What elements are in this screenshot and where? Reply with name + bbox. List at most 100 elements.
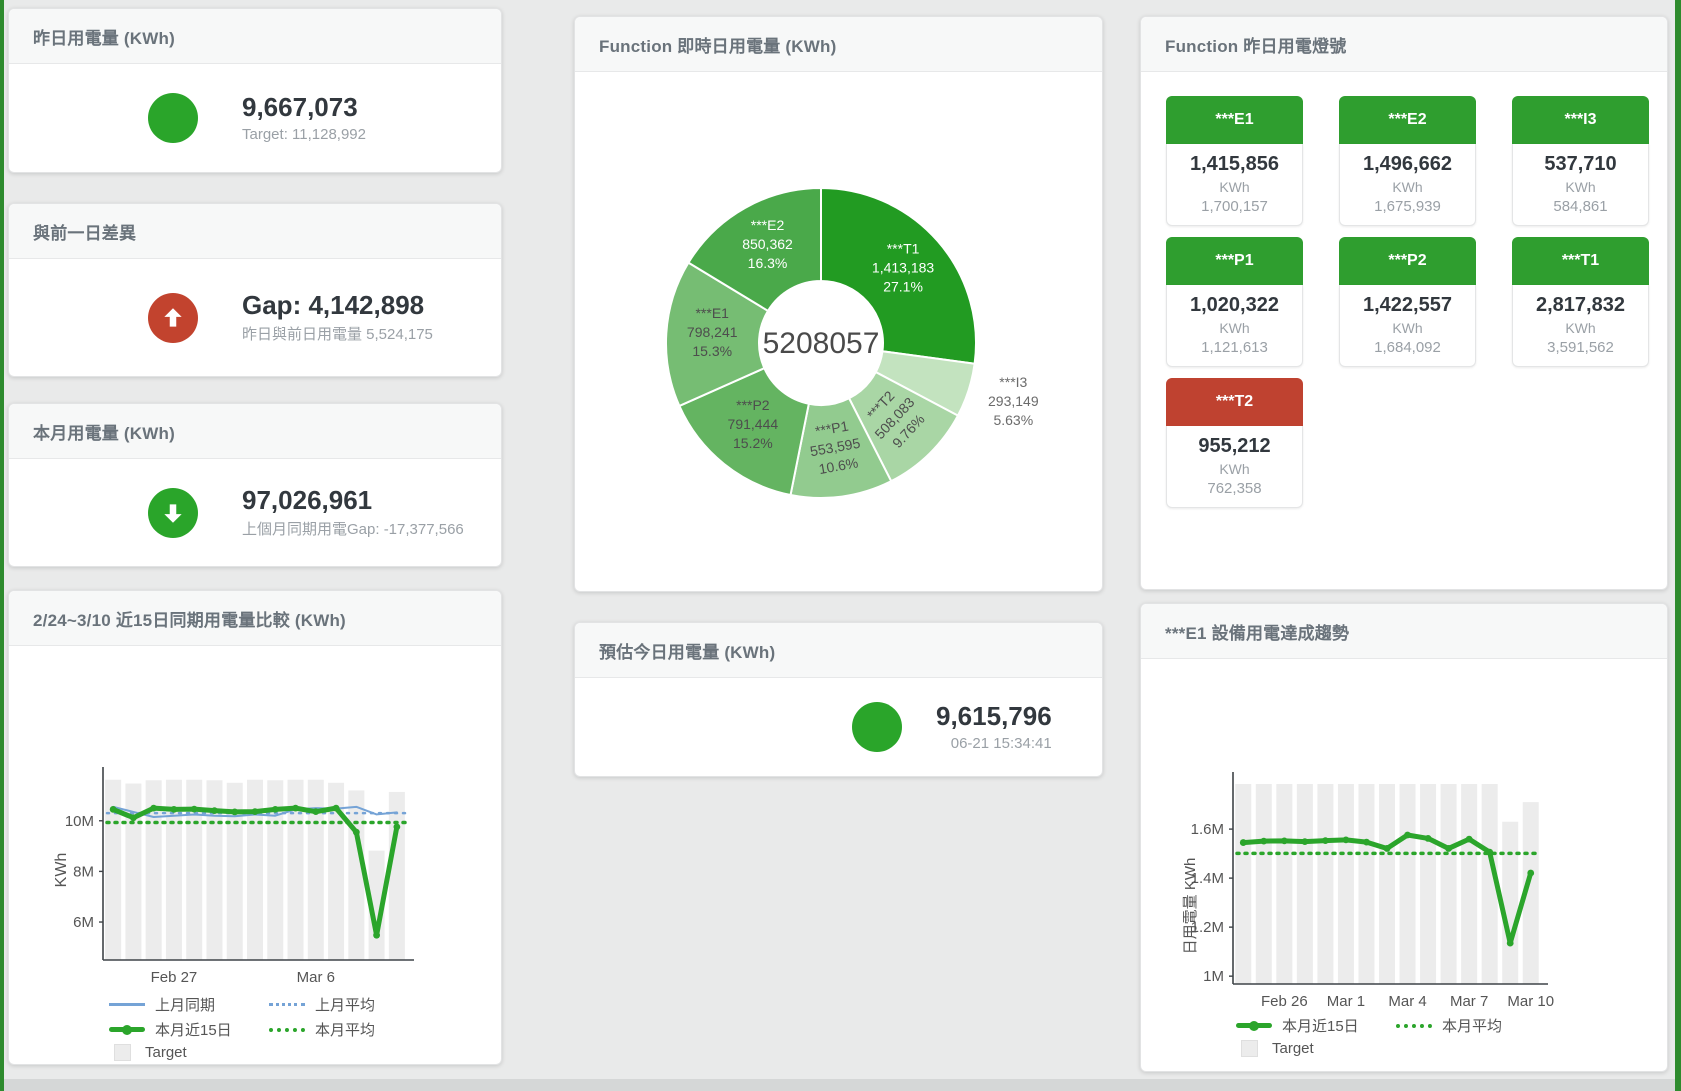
- legend-item[interactable]: 上月同期: [109, 994, 259, 1015]
- donut-slice-E1[interactable]: [665, 261, 770, 408]
- data-point-marker: [1363, 838, 1370, 846]
- target-bar: [1481, 784, 1498, 984]
- chart-legend: 本月近15日 本月平均 Target: [1236, 1015, 1546, 1057]
- target-bar: [125, 783, 142, 960]
- tile-status-header: ***P2: [1339, 237, 1476, 285]
- donut-slice-E2[interactable]: [687, 186, 822, 313]
- legend-item[interactable]: Target: [1236, 1040, 1386, 1057]
- target-square-swatch-icon: [114, 1044, 131, 1061]
- today-estimate-timestamp: 06-21 15:34:41: [950, 734, 1052, 752]
- tile-target-value: 3,591,562: [1547, 339, 1614, 356]
- x-tick-label: Mar 6: [297, 969, 335, 986]
- donut-center-total: 5208057: [763, 327, 880, 360]
- legend-item[interactable]: 本月平均: [1396, 1015, 1546, 1036]
- green-line-swatch-icon: [109, 1024, 145, 1035]
- card-yesterday-usage: 昨日用電量 (KWh) 9,667,073 Target: 11,128,992: [8, 8, 502, 173]
- comparison-line-bar-chart: 6M 8M 10M Feb 27 Mar 6 KWh: [53, 767, 414, 986]
- target-bar: [1440, 784, 1457, 984]
- legend-item[interactable]: 上月平均: [269, 994, 419, 1015]
- tile-target-value: 1,675,939: [1374, 198, 1441, 215]
- tile-unit: KWh: [1392, 179, 1423, 195]
- device-status-tile: ***P1 1,020,322 KWh 1,121,613: [1166, 237, 1303, 367]
- card-title: 昨日用電量 (KWh): [33, 28, 175, 48]
- tile-value: 1,415,856: [1190, 153, 1279, 175]
- decrease-indicator-icon: [148, 487, 198, 538]
- target-bar: [1235, 784, 1252, 984]
- green-dot-swatch-icon: [1396, 1023, 1432, 1028]
- tile-value: 2,817,832: [1536, 294, 1625, 316]
- legend-item[interactable]: Target: [109, 1044, 259, 1061]
- green-status-circle-icon: [852, 702, 902, 752]
- y-tick-label: 1.4M: [1191, 870, 1224, 887]
- target-bar: [388, 791, 405, 960]
- target-bar: [1522, 802, 1539, 984]
- tile-unit: KWh: [1392, 320, 1423, 336]
- tile-target-value: 1,700,157: [1201, 198, 1268, 215]
- card-title: 本月用電量 (KWh): [33, 423, 175, 443]
- device-status-tile: ***E2 1,496,662 KWh 1,675,939: [1339, 96, 1476, 226]
- data-point-marker: [1260, 837, 1268, 845]
- blue-dot-swatch-icon: [269, 1003, 305, 1006]
- down-arrow-icon: [164, 503, 182, 523]
- y-axis-label: KWh: [53, 853, 70, 888]
- card-header: 昨日用電量 (KWh): [9, 9, 501, 64]
- legend-item[interactable]: 本月近15日: [1236, 1015, 1386, 1036]
- data-point-marker: [1527, 869, 1535, 877]
- page-edge-accent-right: [1675, 0, 1681, 1091]
- page-edge-accent-left: [0, 0, 4, 1091]
- card-header: 本月用電量 (KWh): [9, 404, 501, 459]
- tile-status-header: ***T2: [1166, 378, 1303, 426]
- target-bar: [1317, 784, 1334, 984]
- realtime-usage-donut-chart: ***T1 1,413,183 27.1%***I3 293,149 5.63%***T…: [665, 186, 1039, 499]
- tile-target-value: 1,121,613: [1201, 339, 1268, 356]
- tile-target-value: 762,358: [1207, 480, 1262, 497]
- card-title: 2/24~3/10 近15日同期用電量比較 (KWh): [33, 610, 346, 630]
- data-point-marker: [211, 807, 218, 815]
- e1-trend-line-bar-chart: 1M 1.2M 1.4M 1.6M Feb 26 Mar 1 Mar 4 Mar 7 Mar 1…: [1182, 772, 1554, 1010]
- x-tick-label: Feb 26: [1261, 993, 1308, 1009]
- donut-slice-P2[interactable]: [678, 366, 810, 497]
- card-today-estimate: 預估今日用電量 (KWh) 9,615,796 06-21 15:34:41: [574, 622, 1103, 777]
- legend-item[interactable]: 本月近15日: [109, 1019, 259, 1040]
- card-title: Function 即時日用電量 (KWh): [599, 36, 837, 56]
- data-point-marker: [1486, 848, 1494, 856]
- data-point-marker: [352, 828, 360, 836]
- legend-label: 本月近15日: [155, 1022, 232, 1039]
- tile-body: 2,817,832 KWh 3,591,562: [1512, 285, 1649, 367]
- data-point-marker: [312, 808, 320, 816]
- y-tick-label: 10M: [65, 813, 94, 830]
- yesterday-usage-target: Target: 11,128,992: [242, 125, 366, 143]
- tile-status-header: ***I3: [1512, 96, 1649, 144]
- data-point-marker: [1465, 835, 1473, 843]
- chart-legend: 上月同期 上月平均本月近15日 本月平均 Target: [109, 994, 419, 1061]
- target-square-swatch-icon: [1241, 1040, 1258, 1057]
- card-header: Function 昨日用電燈號: [1141, 17, 1667, 72]
- donut-slice-label: ***I3 293,149 5.63%: [988, 374, 1039, 428]
- tile-body: 1,496,662 KWh 1,675,939: [1339, 144, 1476, 226]
- today-estimate-value: 9,615,796: [936, 701, 1052, 732]
- y-axis-label: 日用電量 KWh: [1182, 858, 1199, 955]
- target-bar: [186, 779, 203, 960]
- data-point-marker: [1383, 845, 1391, 852]
- horizontal-scrollbar-track[interactable]: [4, 1079, 1675, 1091]
- blue-line-swatch-icon: [109, 1003, 145, 1006]
- data-point-marker: [1506, 939, 1514, 947]
- x-tick-label: Mar 4: [1388, 993, 1426, 1009]
- donut-slice-T1[interactable]: [820, 186, 977, 365]
- tile-value: 955,212: [1198, 435, 1271, 457]
- legend-label: 上月同期: [155, 997, 216, 1014]
- tile-value: 1,496,662: [1363, 153, 1452, 175]
- donut-slice-label: ***E2 850,362 16.3%: [742, 217, 793, 271]
- y-tick-label: 6M: [73, 914, 94, 931]
- data-point-marker: [373, 931, 380, 939]
- device-status-tile: ***I3 537,710 KWh 584,861: [1512, 96, 1649, 226]
- tile-body: 1,020,322 KWh 1,121,613: [1166, 285, 1303, 367]
- donut-slice-label: ***T1 1,413,183 27.1%: [872, 240, 934, 294]
- card-header: 與前一日差異: [9, 204, 501, 259]
- data-point-marker: [292, 804, 299, 812]
- legend-item[interactable]: 本月平均: [269, 1019, 419, 1040]
- card-realtime-donut: Function 即時日用電量 (KWh) ***T1 1,413,183 27.1…: [574, 16, 1103, 592]
- data-point-marker: [170, 805, 178, 813]
- legend-label: 上月平均: [315, 997, 376, 1014]
